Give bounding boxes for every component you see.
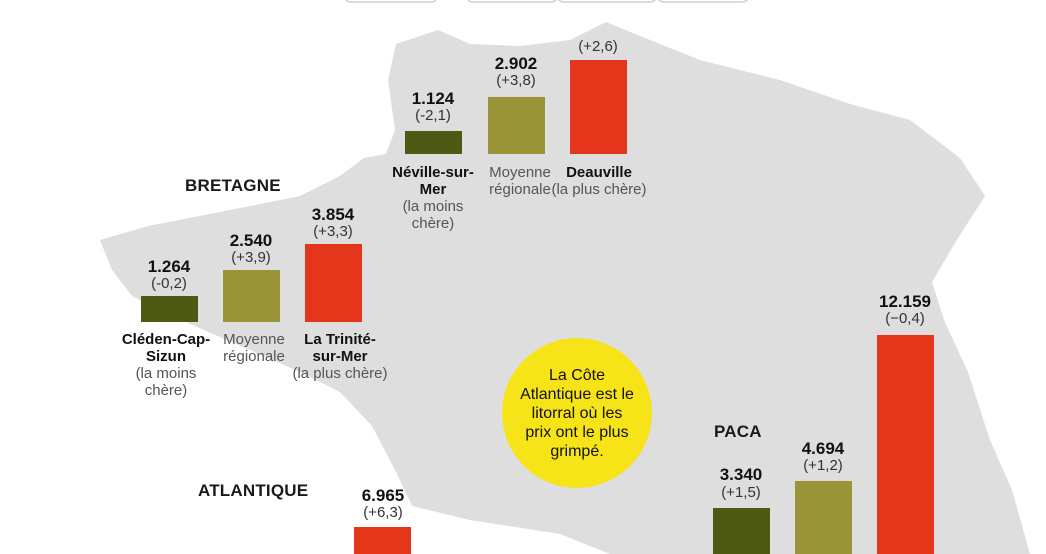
bar-bretagne-moyenne — [223, 270, 280, 322]
change-label-paca-moyenne: (+1,2) — [803, 457, 843, 474]
bar-cleden-cap-sizun — [141, 296, 198, 322]
change-label-paca-moins-chere: (+1,5) — [721, 484, 761, 501]
value-label-neville: 1.124 — [411, 89, 455, 108]
category-sub: Moyenne régionale — [223, 331, 285, 365]
bar-la-trinite-sur-mer — [305, 244, 362, 322]
callout-text: La Côte Atlantique est le litorral où le… — [520, 366, 634, 460]
top-tab-outlines — [345, 0, 748, 3]
value-label-atlantique: 6.965 — [361, 486, 405, 505]
value-label-normandie-moyenne: 2.902 — [494, 54, 538, 73]
region-title-atlantique: ATLANTIQUE — [198, 481, 309, 500]
value-label-paca-moyenne: 4.694 — [801, 439, 845, 458]
value-label-paca-moins-chere: 3.340 — [719, 465, 763, 484]
france-silhouette — [100, 22, 1030, 554]
value-label-paca-plus-chere: 12.159 — [879, 292, 931, 311]
category-name: La Trinité-sur-Mer — [304, 331, 376, 365]
bar-normandie-moyenne — [488, 97, 545, 154]
category-label-normandie-moyenne: Moyenne régionale — [472, 164, 568, 198]
bar-paca-moyenne — [795, 481, 852, 554]
change-label-atlantique: (+6,3) — [363, 504, 403, 521]
change-label-paca-plus-chere: (−0,4) — [885, 310, 925, 327]
region-title-paca: PACA — [714, 422, 762, 441]
category-name: Deauville — [566, 164, 632, 181]
category-label-cleden: Cléden-Cap-Sizun (la moins chère) — [118, 331, 214, 399]
bar-neville-sur-mer — [405, 131, 462, 154]
category-label-deauville: Deauville (la plus chère) — [551, 164, 647, 198]
region-title-bretagne: BRETAGNE — [185, 176, 281, 195]
category-sub: (la plus chère) — [551, 181, 647, 198]
change-label-la-trinite: (+3,3) — [313, 223, 353, 240]
change-label-cleden: (-0,2) — [151, 275, 187, 292]
value-label-bretagne-moyenne: 2.540 — [229, 231, 273, 250]
category-sub: Moyenne régionale — [489, 164, 551, 198]
category-name: Cléden-Cap-Sizun — [121, 331, 211, 365]
bar-atlantique-plus-chere — [354, 527, 411, 554]
change-label-normandie-moyenne: (+3,8) — [496, 72, 536, 89]
category-name: Néville-sur-Mer — [392, 164, 474, 198]
category-sub: (la plus chère) — [292, 365, 388, 382]
change-label-neville: (-2,1) — [415, 107, 451, 124]
bar-paca-plus-chere — [877, 335, 934, 554]
change-label-bretagne-moyenne: (+3,9) — [231, 249, 271, 266]
value-label-cleden: 1.264 — [147, 257, 191, 276]
bar-deauville — [570, 60, 627, 154]
category-sub: (la moins chère) — [402, 198, 464, 232]
category-sub: (la moins chère) — [135, 365, 197, 399]
bar-paca-moins-chere — [713, 508, 770, 554]
callout-bubble: La Côte Atlantique est le litorral où le… — [502, 338, 652, 488]
category-label-bretagne-moyenne: Moyenne régionale — [206, 331, 302, 365]
change-label-deauville: (+2,6) — [578, 38, 618, 55]
value-label-la-trinite: 3.854 — [311, 205, 355, 224]
category-label-neville: Néville-sur-Mer (la moins chère) — [385, 164, 481, 232]
category-label-la-trinite: La Trinité-sur-Mer (la plus chère) — [292, 331, 388, 382]
